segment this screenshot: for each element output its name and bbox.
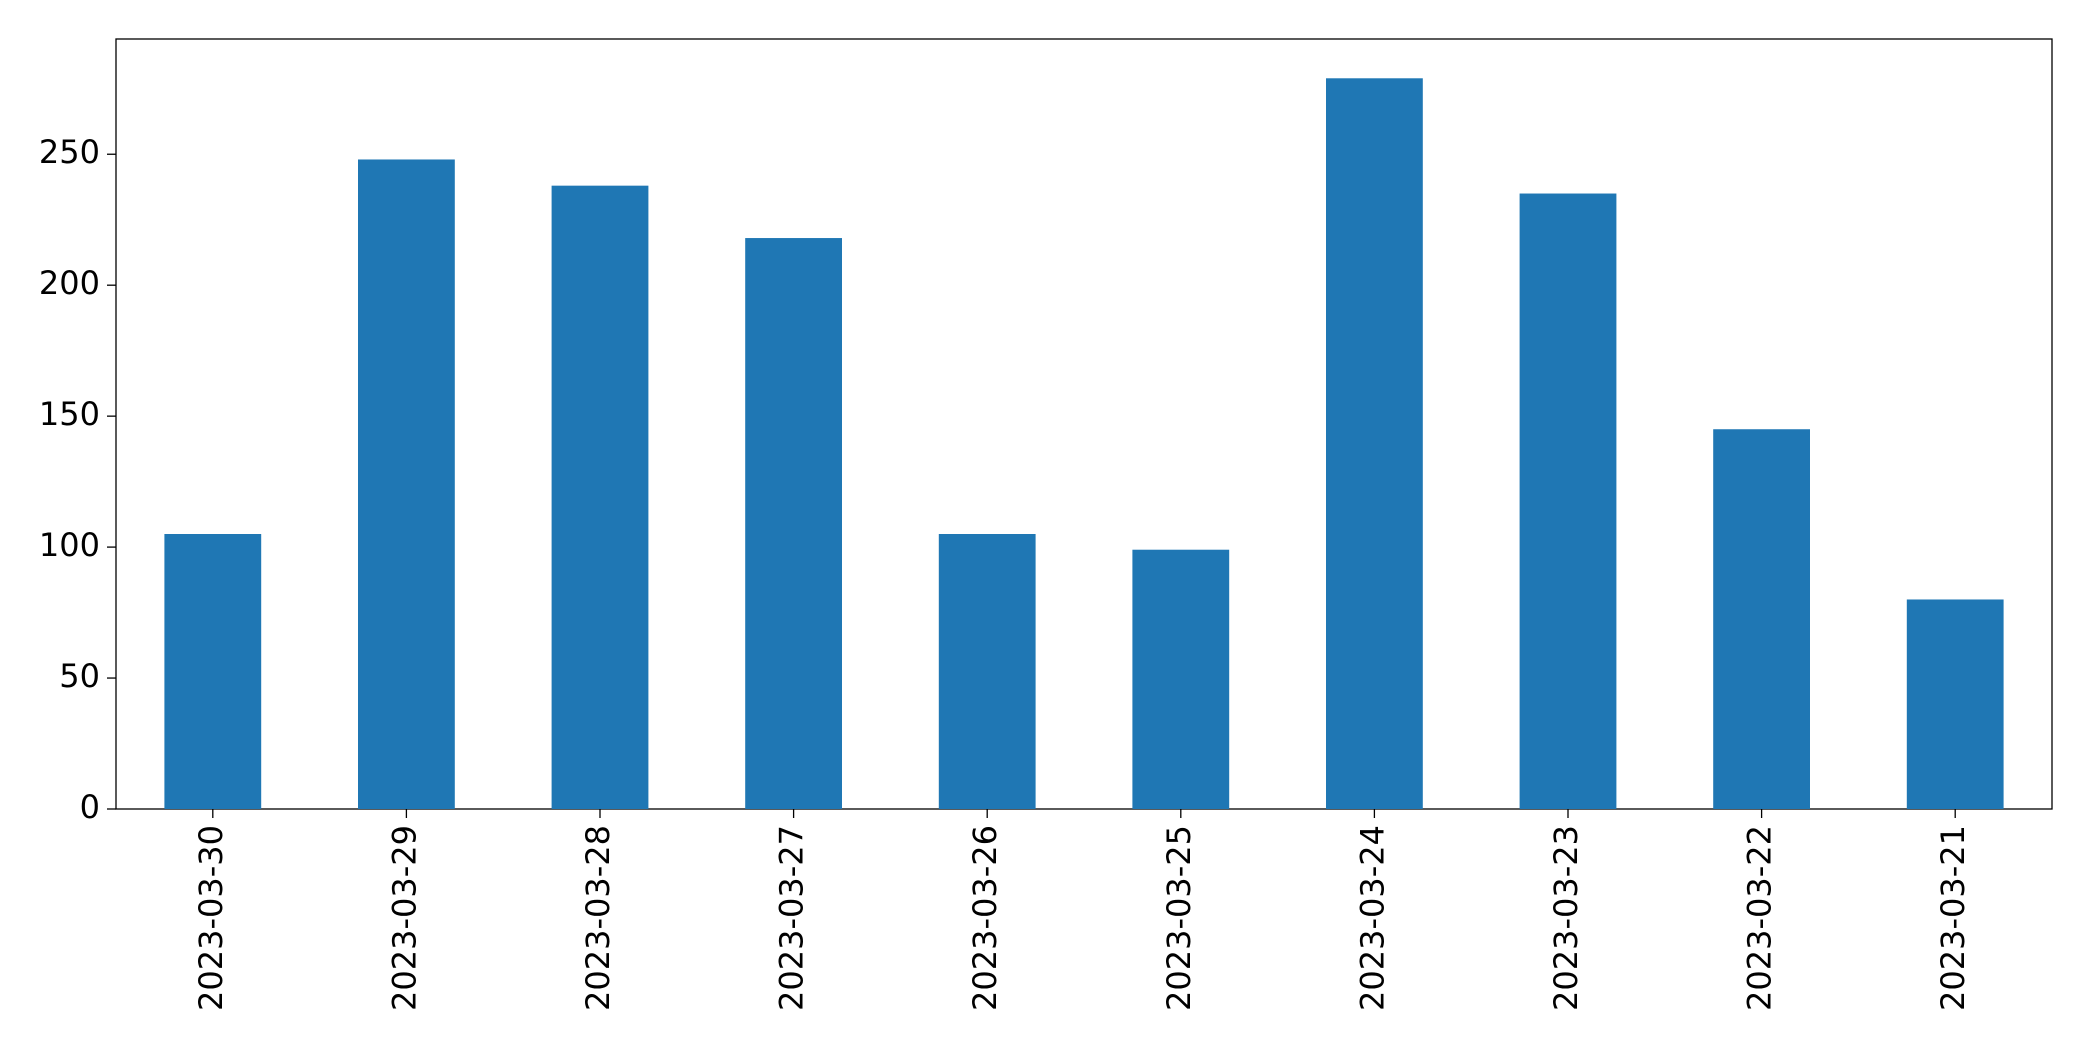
y-tick-label: 150: [39, 395, 100, 433]
bar: [938, 534, 1036, 809]
bar: [1906, 599, 2004, 809]
y-tick-label: 0: [80, 788, 100, 826]
x-tick-label: 2023-03-23: [1547, 825, 1585, 1011]
y-tick-label: 50: [59, 657, 100, 695]
bar: [745, 238, 842, 810]
x-tick-label: 2023-03-26: [966, 825, 1004, 1011]
x-tick-label: 2023-03-25: [1160, 825, 1198, 1011]
plot-frame: [115, 38, 2053, 810]
bar: [1713, 429, 1810, 809]
y-tick-label: 100: [39, 526, 100, 564]
bar: [1132, 549, 1230, 809]
y-tick-label: 200: [39, 264, 100, 302]
x-tick-label: 2023-03-21: [1934, 825, 1972, 1011]
x-tick-label: 2023-03-29: [385, 825, 423, 1011]
bar: [551, 185, 649, 809]
bar: [1326, 78, 1423, 810]
x-tick-label: 2023-03-24: [1353, 825, 1391, 1011]
bar: [164, 534, 262, 809]
x-tick-label: 2023-03-22: [1741, 825, 1779, 1011]
bar: [358, 159, 455, 809]
x-tick-label: 2023-03-28: [579, 825, 617, 1011]
y-tick-label: 250: [39, 133, 100, 171]
x-tick-label: 2023-03-30: [192, 825, 230, 1011]
bar: [1519, 193, 1617, 809]
x-tick-label: 2023-03-27: [773, 825, 811, 1011]
